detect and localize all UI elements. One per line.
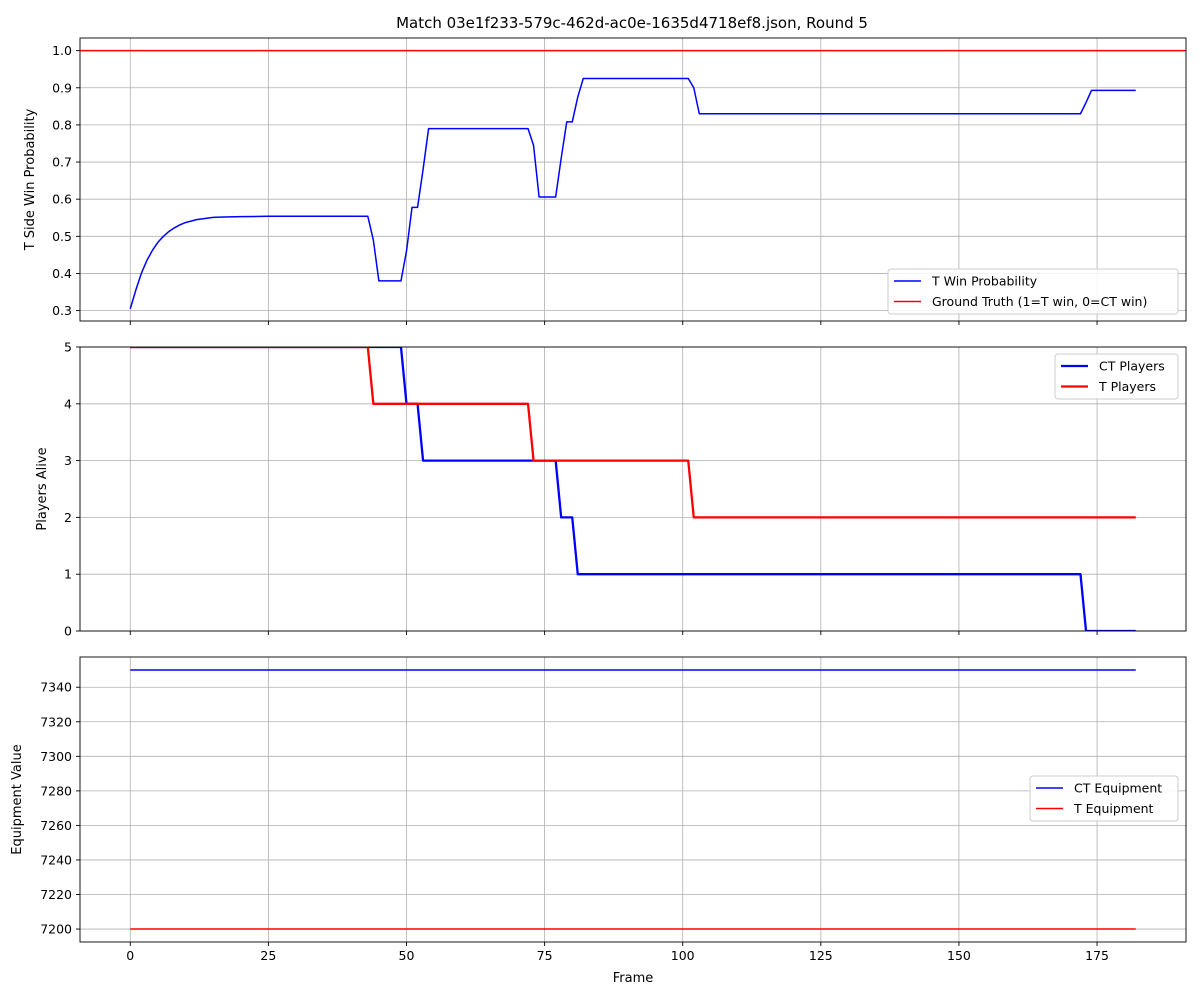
x-tick-label: 175	[1085, 948, 1109, 963]
x-tick-label: 75	[537, 948, 553, 963]
y-tick-label: 7260	[40, 818, 72, 833]
axes-frame	[79, 656, 1187, 943]
y-tick-label: 7200	[40, 922, 72, 937]
y-tick-label: 0.6	[52, 192, 72, 207]
legend-entry-label: T Win Probability	[931, 274, 1038, 289]
y-tick-label: 0.7	[52, 155, 72, 170]
y-tick-label: 3	[64, 453, 72, 468]
x-tick-label: 100	[671, 948, 695, 963]
figure-title: Match 03e1f233-579c-462d-ac0e-1635d4718e…	[396, 14, 868, 32]
legend-entry-label: CT Players	[1099, 359, 1165, 374]
y-axis-label: Equipment Value	[10, 744, 25, 854]
legend-entry-label: T Players	[1098, 379, 1156, 394]
series-t-win-probability-line	[129, 77, 1136, 309]
y-tick-label: 0.8	[52, 117, 72, 132]
x-tick-label: 50	[399, 948, 415, 963]
axes-frame	[79, 346, 1187, 632]
legend-box	[1029, 775, 1179, 822]
y-tick-label: 0.5	[52, 229, 72, 244]
series-group	[80, 49, 1186, 309]
y-tick-label: 0.4	[52, 266, 72, 281]
y-tick-label: 0.3	[52, 303, 72, 318]
y-axis-label: Players Alive	[35, 447, 50, 530]
legend-entry-label: Ground Truth (1=T win, 0=CT win)	[932, 294, 1147, 309]
legend: T Win Probability Ground Truth (1=T win, …	[887, 268, 1179, 315]
y-tick-label: 1.0	[52, 43, 72, 58]
y-tick-label: 2	[64, 510, 72, 525]
panel-2: 0 1 2 3 4 5 Players Alive CT Players T Players	[35, 340, 1187, 639]
legend: CT Players T Players	[1054, 353, 1179, 400]
y-tick-label: 0.9	[52, 80, 72, 95]
y-tick-label: 7220	[40, 887, 72, 902]
panel-1: 0.3 0.4 0.5 0.6 0.7 0.8 0.9 1.0 T Side Win Proba…	[23, 37, 1187, 325]
legend-box	[887, 268, 1179, 315]
x-tick-label: 150	[947, 948, 971, 963]
y-tick-label: 5	[64, 340, 72, 355]
y-tick-label: 7280	[40, 783, 72, 798]
axes-frame	[79, 37, 1187, 322]
y-tick-label: 7340	[40, 680, 72, 695]
series-t-players-line	[130, 347, 1136, 519]
y-tick-label: 7300	[40, 749, 72, 764]
x-tick-label: 125	[809, 948, 833, 963]
legend: CT Equipment T Equipment	[1029, 775, 1179, 822]
y-tick-label: 0	[64, 624, 72, 639]
x-tick-label: 25	[260, 948, 276, 963]
y-tick-label: 7320	[40, 714, 72, 729]
y-axis-label: T Side Win Probability	[23, 108, 38, 251]
y-tick-label: 4	[64, 396, 72, 411]
y-tick-label: 7240	[40, 852, 72, 867]
y-tick-label: 1	[64, 567, 72, 582]
x-tick-label: 0	[126, 948, 134, 963]
legend-entry-label: CT Equipment	[1074, 781, 1162, 796]
series-group	[130, 347, 1136, 631]
legend-entry-label: T Equipment	[1073, 801, 1154, 816]
series-group	[130, 669, 1136, 930]
panel-3: 0 25 50 75 100 125 150 175 7200 7220 7240 7260 7280 7…	[10, 656, 1187, 986]
x-axis-label: Frame	[613, 971, 654, 986]
